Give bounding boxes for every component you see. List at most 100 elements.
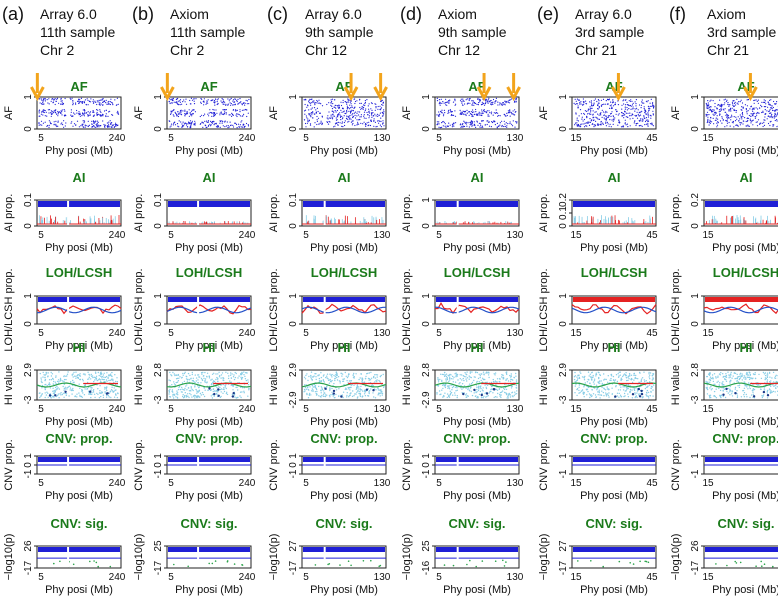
hi-point xyxy=(211,373,214,375)
loh-line-red xyxy=(166,304,252,315)
af-point xyxy=(75,102,77,104)
hi-point xyxy=(216,389,218,392)
af-point xyxy=(340,119,342,121)
af-point xyxy=(178,120,180,122)
af-point xyxy=(190,125,192,127)
hi-point xyxy=(641,397,643,399)
y-tick-label: 0 xyxy=(23,223,34,229)
af-point xyxy=(359,98,361,100)
af-point xyxy=(637,113,639,115)
af-point xyxy=(61,109,63,111)
hi-point xyxy=(574,371,576,374)
hi-point xyxy=(338,388,340,390)
hi-point xyxy=(603,373,605,375)
hi-point xyxy=(480,379,482,382)
hi-point xyxy=(364,391,366,393)
hi-point xyxy=(603,379,605,381)
hi-point xyxy=(618,392,620,395)
af-point xyxy=(38,98,40,100)
af-point xyxy=(202,122,204,124)
af-point xyxy=(225,112,227,114)
af-point xyxy=(38,115,40,117)
af-point xyxy=(639,125,641,127)
af-point xyxy=(441,112,443,114)
hi-point xyxy=(452,385,455,388)
af-point xyxy=(42,103,44,105)
af-point xyxy=(209,123,211,125)
y-tick-label: -16 xyxy=(421,560,432,575)
hi-point xyxy=(71,389,73,391)
af-point xyxy=(604,118,606,120)
af-point xyxy=(92,110,94,112)
hi-point xyxy=(608,392,610,394)
loh-bar xyxy=(168,297,250,302)
af-point xyxy=(738,120,740,122)
af-point xyxy=(381,99,384,101)
hi-point xyxy=(603,395,605,397)
af-point xyxy=(90,98,92,100)
chromosome-label: Chr 21 xyxy=(575,42,617,58)
hi-point xyxy=(55,376,57,378)
hi-point xyxy=(592,376,594,378)
hi-point xyxy=(605,394,607,396)
af-point xyxy=(338,105,340,107)
af-point xyxy=(328,117,330,119)
af-point xyxy=(640,104,643,106)
af-point xyxy=(214,114,216,117)
hi-point xyxy=(306,373,308,375)
af-point xyxy=(231,113,234,115)
af-point xyxy=(575,112,577,114)
af-point xyxy=(652,113,654,115)
hi-point xyxy=(370,377,373,379)
hi-point xyxy=(69,389,71,391)
hi-point xyxy=(361,377,363,379)
af-point xyxy=(438,115,440,117)
cnv-sig-point xyxy=(481,560,484,562)
hi-point xyxy=(583,377,585,379)
x-tick-label: 15 xyxy=(570,478,582,489)
af-point xyxy=(487,115,489,117)
hi-point xyxy=(479,386,482,388)
platform-label: Array 6.0 xyxy=(575,6,632,22)
hi-point xyxy=(445,383,447,385)
hi-point xyxy=(460,387,462,389)
af-point xyxy=(757,102,760,104)
hi-point xyxy=(628,378,630,380)
af-point xyxy=(227,103,229,105)
hi-point xyxy=(93,393,96,395)
af-point xyxy=(352,122,354,125)
af-point xyxy=(471,120,473,123)
af-point xyxy=(98,100,100,102)
af-point xyxy=(80,125,82,127)
hi-point xyxy=(181,382,184,384)
af-point xyxy=(501,125,503,128)
af-point xyxy=(737,103,739,105)
af-point xyxy=(588,121,590,123)
hi-point xyxy=(91,387,93,389)
hi-point xyxy=(356,385,359,388)
hi-point xyxy=(336,373,338,375)
hi-point xyxy=(111,386,113,388)
af-point xyxy=(490,113,492,115)
af-point xyxy=(636,111,638,113)
hi-point xyxy=(108,374,110,376)
af-point xyxy=(93,114,95,116)
hi-point xyxy=(515,384,518,387)
hi-point xyxy=(646,389,649,392)
hi-point xyxy=(172,397,175,399)
hi-point xyxy=(452,381,454,383)
hi-point xyxy=(578,377,580,379)
hi-point xyxy=(95,377,98,380)
cnv-sig-point xyxy=(211,562,214,565)
hi-point xyxy=(318,377,321,380)
af-point xyxy=(746,105,749,107)
hi-point xyxy=(315,388,318,391)
af-point xyxy=(450,114,452,117)
hi-point xyxy=(88,393,90,395)
cnv-sig-point xyxy=(362,560,365,562)
hi-point xyxy=(194,381,196,384)
hi-point xyxy=(616,395,618,397)
hi-point xyxy=(237,389,239,391)
af-point xyxy=(72,99,74,102)
